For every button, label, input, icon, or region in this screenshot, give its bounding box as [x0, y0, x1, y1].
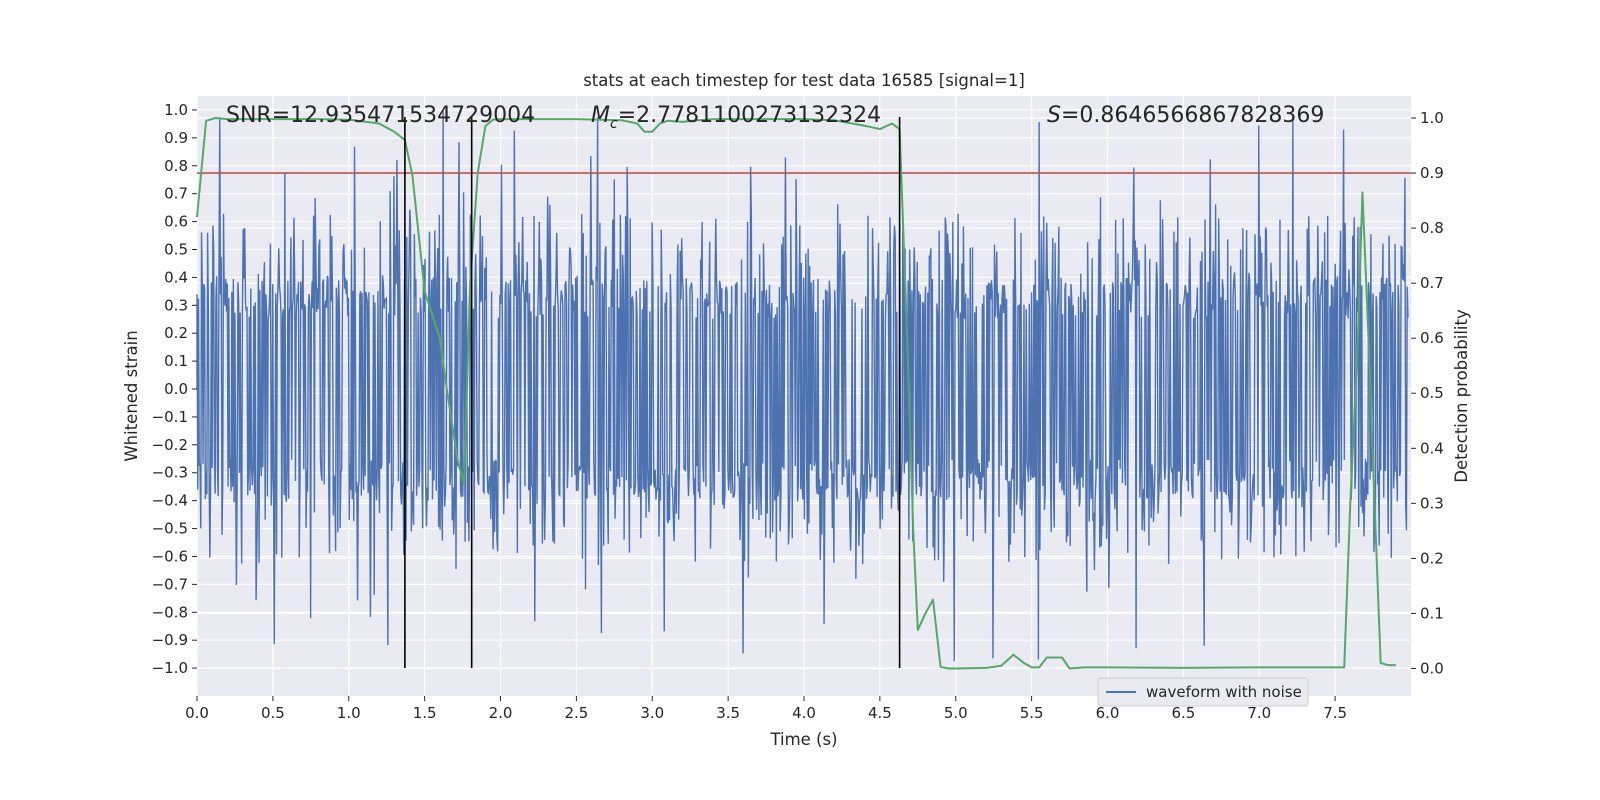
y2-tick-label: 0.4 [1420, 439, 1444, 457]
y-tick-label: −0.8 [152, 603, 188, 621]
snr-annotation: SNR=12.935471534729004 [226, 103, 535, 128]
x-tick-label: 3.5 [716, 704, 740, 722]
y-tick-label: −0.2 [152, 436, 188, 454]
y-axis-label: Whitened strain [122, 330, 141, 461]
y2-tick-label: 0.2 [1420, 549, 1444, 567]
mc-value: =2.7781100273132324 [618, 103, 881, 128]
legend-label: waveform with noise [1146, 683, 1302, 701]
mc-subscript: c [610, 116, 618, 132]
y-tick-label: 0.1 [164, 352, 188, 370]
x-tick-label: 1.5 [413, 704, 437, 722]
x-tick-label: 5.0 [944, 704, 968, 722]
x-tick-label: 2.5 [564, 704, 588, 722]
x-axis-ticks: 0.0 0.5 1.0 1.5 2.0 2.5 3.0 3.5 4.0 4.5 5.0 5.5 6.0 6… [185, 696, 1347, 722]
x-tick-label: 0.0 [185, 704, 209, 722]
legend: waveform with noise [1097, 677, 1309, 707]
y2-tick-label: 0.9 [1420, 164, 1444, 182]
y2-axis-ticks: 1.0 0.9 0.8 0.7 0.6 0.5 0.4 0.3 0.2 0.1 0.0 [1411, 109, 1444, 677]
x-tick-label: 4.0 [792, 704, 816, 722]
x-tick-label: 2.0 [489, 704, 513, 722]
noise-waveform-line [196, 110, 1409, 662]
chirp-mass-annotation: Mc=2.7781100273132324 [591, 103, 881, 132]
x-tick-label: 3.0 [640, 704, 664, 722]
y-tick-label: 0.7 [164, 185, 188, 203]
mc-symbol: M [591, 103, 610, 128]
s-annotation: S=0.8646566867828369 [1047, 103, 1324, 128]
x-tick-label: 0.5 [261, 704, 285, 722]
x-tick-label: 6.0 [1096, 704, 1120, 722]
y-tick-label: −1.0 [152, 659, 188, 677]
snr-prefix: SNR= [226, 103, 290, 128]
detection-probability-line [196, 117, 1396, 670]
y-tick-label: 0.2 [164, 324, 188, 342]
detection-probability-series [196, 117, 1396, 670]
y-tick-label: −0.1 [152, 408, 188, 426]
x-tick-label: 7.0 [1247, 704, 1271, 722]
y-tick-label: 0.0 [164, 380, 188, 398]
x-tick-label: 1.0 [337, 704, 361, 722]
y-tick-label: −0.3 [152, 464, 188, 482]
y-tick-label: 1.0 [164, 101, 188, 119]
y2-tick-label: 0.6 [1420, 329, 1444, 347]
y2-tick-label: 0.3 [1420, 494, 1444, 512]
chart-title: stats at each timestep for test data 165… [583, 71, 1025, 90]
x-tick-label: 7.5 [1323, 704, 1347, 722]
x-axis-label: Time (s) [769, 730, 837, 749]
s-value: =0.8646566867828369 [1061, 103, 1324, 128]
x-tick-label: 5.5 [1020, 704, 1044, 722]
y-tick-label: 0.5 [164, 240, 188, 258]
y-axis-ticks: 1.0 0.9 0.8 0.7 0.6 0.5 0.4 0.3 0.2 0.1 0.0 −0.1 −0.… [152, 101, 197, 677]
x-tick-label: 4.5 [868, 704, 892, 722]
x-tick-label: 6.5 [1171, 704, 1195, 722]
y-tick-label: −0.9 [152, 631, 188, 649]
y2-tick-label: 0.0 [1420, 659, 1444, 677]
y2-tick-label: 0.8 [1420, 219, 1444, 237]
y2-tick-label: 1.0 [1420, 109, 1444, 127]
y-tick-label: −0.4 [152, 492, 188, 510]
y-tick-label: 0.9 [164, 129, 188, 147]
snr-value: 12.935471534729004 [290, 103, 535, 128]
y-tick-label: −0.5 [152, 520, 188, 538]
y2-tick-label: 0.7 [1420, 274, 1444, 292]
legend-box [1097, 677, 1309, 707]
y-tick-label: −0.7 [152, 575, 188, 593]
y2-tick-label: 0.5 [1420, 384, 1444, 402]
y-tick-label: −0.6 [152, 547, 188, 565]
y-tick-label: 0.3 [164, 296, 188, 314]
noise-waveform-series [196, 110, 1409, 662]
y2-tick-label: 0.1 [1420, 604, 1444, 622]
y-tick-label: 0.4 [164, 268, 188, 286]
y-tick-label: 0.8 [164, 157, 188, 175]
s-symbol: S [1047, 103, 1061, 128]
y-tick-label: 0.6 [164, 213, 188, 231]
y2-axis-label: Detection probability [1452, 309, 1471, 483]
vertical-markers [404, 117, 901, 669]
